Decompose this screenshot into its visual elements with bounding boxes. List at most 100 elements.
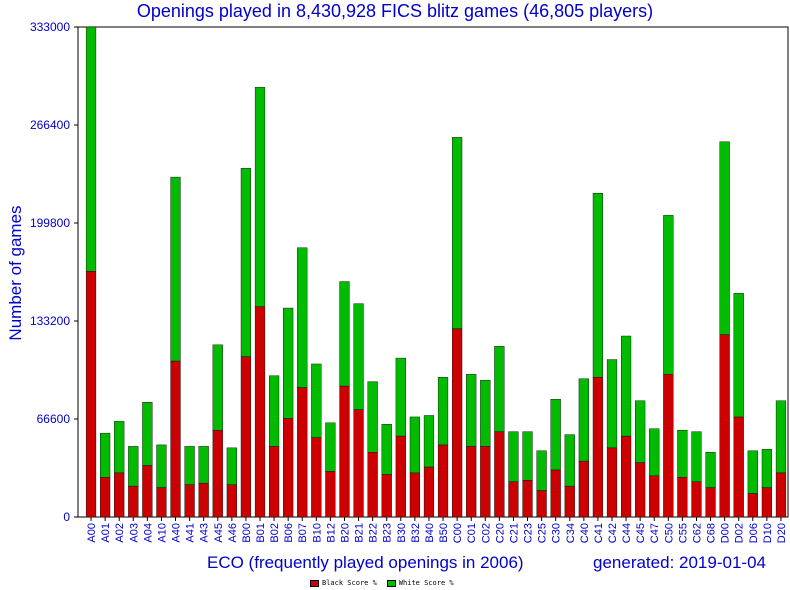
x-tick-label-C62: C62 xyxy=(691,523,703,543)
chart-title: Openings played in 8,430,928 FICS blitz … xyxy=(136,1,654,21)
bar-black-B20 xyxy=(339,385,350,518)
bar-black-A10 xyxy=(156,487,167,518)
bar-black-C00 xyxy=(452,328,463,518)
bar-white-C55 xyxy=(677,429,688,478)
y-tick-label: 133200 xyxy=(30,314,70,328)
x-tick-label-C50: C50 xyxy=(663,523,675,543)
y-tick-label: 199800 xyxy=(30,216,70,230)
x-tick-label-A02: A02 xyxy=(114,523,126,543)
bar-white-A46 xyxy=(226,447,237,485)
bar-white-A10 xyxy=(156,444,167,488)
bar-white-B01 xyxy=(254,87,266,307)
bar-white-C00 xyxy=(452,137,463,329)
bar-white-B32 xyxy=(409,416,420,474)
bar-black-B22 xyxy=(367,452,378,518)
bar-black-A03 xyxy=(128,485,139,518)
x-tick-label-B06: B06 xyxy=(283,523,295,543)
bar-black-B12 xyxy=(325,471,336,518)
bar-black-B32 xyxy=(409,472,420,518)
bar-white-A41 xyxy=(184,446,195,485)
x-tick-label-D20: D20 xyxy=(776,523,788,543)
bar-white-C02 xyxy=(480,379,491,447)
bar-black-B01 xyxy=(254,306,266,518)
bar-white-C68 xyxy=(705,452,716,488)
x-tick-label-A01: A01 xyxy=(100,523,112,543)
x-tick-label-C30: C30 xyxy=(551,523,563,543)
bar-white-B22 xyxy=(367,381,378,453)
x-tick-label-B00: B00 xyxy=(241,523,253,543)
bar-white-C42 xyxy=(606,359,618,449)
bar-black-A46 xyxy=(226,484,237,518)
x-tick-label-C55: C55 xyxy=(677,523,689,543)
bar-black-A41 xyxy=(184,484,195,518)
bar-black-B00 xyxy=(240,356,252,518)
bar-black-D10 xyxy=(761,487,772,518)
bar-white-B30 xyxy=(395,357,406,437)
x-tick-label-C02: C02 xyxy=(480,523,492,543)
bar-black-C50 xyxy=(663,374,674,518)
bar-white-C23 xyxy=(522,431,533,481)
bar-black-A40 xyxy=(170,360,181,518)
bar-black-A04 xyxy=(142,465,153,518)
bar-black-B50 xyxy=(437,444,449,518)
bar-black-C68 xyxy=(705,487,716,518)
generated-date: generated: 2019-01-04 xyxy=(593,553,766,572)
x-tick-label-B23: B23 xyxy=(382,523,394,543)
x-tick-label-C42: C42 xyxy=(607,523,619,543)
x-tick-label-B40: B40 xyxy=(424,523,436,543)
bar-white-B00 xyxy=(240,168,252,357)
bar-black-B21 xyxy=(353,409,364,518)
bar-black-B07 xyxy=(297,387,308,518)
bar-white-A45 xyxy=(212,344,223,431)
x-tick-label-D06: D06 xyxy=(748,523,760,543)
bar-white-C01 xyxy=(466,374,477,447)
bar-black-D02 xyxy=(733,416,744,518)
x-tick-label-C68: C68 xyxy=(706,523,718,543)
x-tick-label-B20: B20 xyxy=(339,523,351,543)
bar-white-C21 xyxy=(508,431,519,482)
bar-black-B23 xyxy=(381,474,392,518)
bar-black-C20 xyxy=(494,431,505,518)
bar-black-C47 xyxy=(649,475,660,518)
x-tick-label-A00: A00 xyxy=(86,523,98,543)
bar-white-C34 xyxy=(564,434,575,487)
x-tick-label-D00: D00 xyxy=(720,523,732,543)
bar-black-C40 xyxy=(578,460,589,518)
x-tick-label-C47: C47 xyxy=(649,523,661,543)
x-axis-label: ECO (frequently played openings in 2006) xyxy=(207,553,524,572)
bar-white-C20 xyxy=(494,346,505,432)
bar-white-A04 xyxy=(142,402,153,466)
bar-black-B02 xyxy=(268,446,280,518)
bar-white-B23 xyxy=(381,424,392,475)
x-tick-label-B32: B32 xyxy=(410,523,422,543)
y-tick-label: 66600 xyxy=(37,412,71,426)
bar-black-C55 xyxy=(677,477,688,518)
bar-white-C45 xyxy=(635,400,646,463)
x-tick-label-C40: C40 xyxy=(579,523,591,543)
bar-black-C62 xyxy=(691,481,702,518)
x-tick-label-C34: C34 xyxy=(565,523,577,543)
bar-black-A01 xyxy=(100,477,111,518)
bar-black-C21 xyxy=(508,481,519,518)
bar-white-C41 xyxy=(592,193,604,378)
bar-white-C40 xyxy=(578,378,589,462)
x-tick-label-B10: B10 xyxy=(311,523,323,543)
bar-white-B06 xyxy=(283,307,294,419)
x-tick-label-B50: B50 xyxy=(438,523,450,543)
x-tick-label-C41: C41 xyxy=(593,523,605,543)
bar-white-C62 xyxy=(691,431,702,482)
bar-white-D00 xyxy=(719,141,730,335)
bar-white-C47 xyxy=(649,428,660,476)
bar-white-B40 xyxy=(423,415,435,468)
legend-label-white: White Score % xyxy=(398,579,454,587)
legend: Black Score % White Score % xyxy=(310,579,454,587)
bar-white-B02 xyxy=(268,375,280,447)
bar-black-A43 xyxy=(198,482,209,518)
x-tick-label-A43: A43 xyxy=(199,523,211,543)
x-tick-label-B02: B02 xyxy=(269,523,281,543)
bar-black-C25 xyxy=(536,490,547,518)
bar-white-D20 xyxy=(775,400,787,474)
x-tick-label-A03: A03 xyxy=(128,523,140,543)
x-tick-label-A10: A10 xyxy=(156,523,168,543)
